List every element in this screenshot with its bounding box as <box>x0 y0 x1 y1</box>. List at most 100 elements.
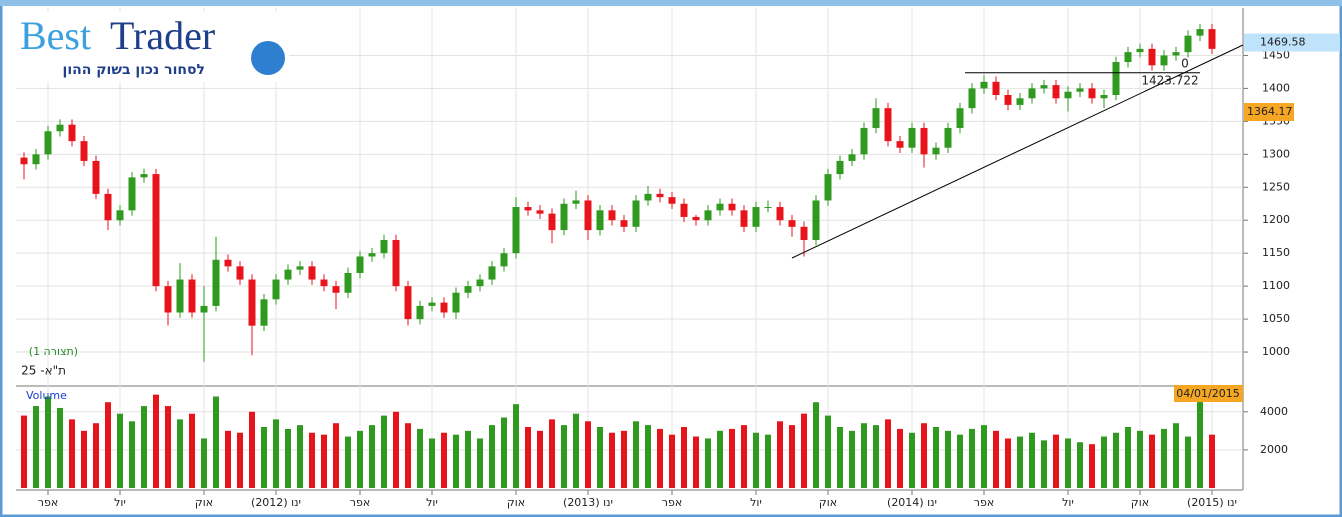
volume-bar <box>777 421 783 488</box>
candle-body <box>1148 48 1156 66</box>
candle-body <box>512 207 520 254</box>
candle-body <box>620 220 628 227</box>
candle-body <box>236 266 244 280</box>
x-tick-label: אוק <box>1131 496 1149 509</box>
volume-bar <box>69 419 75 488</box>
volume-bar <box>33 406 39 488</box>
volume-bar <box>717 430 723 488</box>
x-tick-label: אוק <box>819 496 837 509</box>
candle-body <box>656 193 664 198</box>
volume-bar <box>261 427 267 488</box>
candle-body <box>200 305 208 313</box>
volume-bar <box>573 413 579 488</box>
candle-body <box>452 292 460 313</box>
volume-bar <box>993 430 999 488</box>
volume-bar <box>537 430 543 488</box>
x-tick-label: יול <box>114 496 126 509</box>
volume-bar <box>501 417 507 488</box>
volume-bar <box>525 427 531 488</box>
volume-bar <box>969 428 975 488</box>
volume-bar <box>897 428 903 488</box>
candle-body <box>1124 52 1132 63</box>
volume-bar <box>393 411 399 488</box>
candle-body <box>740 210 748 227</box>
volume-bar <box>957 434 963 488</box>
volume-bar <box>609 432 615 488</box>
candle-body <box>1052 85 1060 99</box>
candle-body <box>956 108 964 128</box>
x-tick-label: ינו (2012) <box>251 496 301 509</box>
volume-bar <box>225 430 231 488</box>
candle-body <box>776 207 784 221</box>
candle-body <box>476 279 484 287</box>
volume-bar <box>117 413 123 488</box>
candle-body <box>80 141 88 161</box>
volume-bar <box>489 425 495 488</box>
volume-bar <box>873 425 879 488</box>
candle-body <box>1112 62 1120 95</box>
candle-body <box>632 200 640 227</box>
volume-bar <box>801 413 807 488</box>
volume-bar <box>1101 436 1107 488</box>
volume-bar <box>141 406 147 488</box>
marker-price-label: 1364.17 <box>1247 105 1293 118</box>
volume-bar <box>837 427 843 488</box>
volume-bar <box>1089 444 1095 488</box>
candle-body <box>1076 88 1084 92</box>
volume-bar <box>333 423 339 488</box>
volume-bar <box>621 430 627 488</box>
y-tick-label: 4000 <box>1260 405 1288 418</box>
volume-bar <box>1077 442 1083 488</box>
candle-body <box>944 127 952 148</box>
y-tick-label: 1050 <box>1262 312 1290 325</box>
y-tick-label: 1300 <box>1262 147 1290 160</box>
y-tick-label: 2000 <box>1260 443 1288 456</box>
candle-body <box>668 197 676 204</box>
volume-bar <box>813 402 819 488</box>
volume-bar <box>249 411 255 488</box>
volume-bar <box>177 419 183 488</box>
candle-body <box>368 253 376 257</box>
x-tick-label: יול <box>1062 496 1074 509</box>
volume-bar <box>1053 434 1059 488</box>
volume-bar <box>45 396 51 488</box>
y-tick-label: 1150 <box>1262 246 1290 259</box>
volume-bar <box>477 438 483 488</box>
logo-bg <box>14 12 289 82</box>
volume-bar <box>81 430 87 488</box>
volume-label: Volume <box>26 389 67 402</box>
candle-body <box>824 174 832 201</box>
volume-bar <box>657 428 663 488</box>
candle-body <box>584 200 592 231</box>
candle-body <box>596 210 604 231</box>
candle-body <box>872 108 880 128</box>
candle-body <box>1196 29 1204 36</box>
volume-bar <box>861 423 867 488</box>
volume-bar <box>645 425 651 488</box>
volume-bar <box>93 423 99 488</box>
volume-bar <box>1149 434 1155 488</box>
volume-bar <box>1161 428 1167 488</box>
template-label: (תצורה 1) <box>29 345 78 358</box>
volume-bar <box>165 406 171 488</box>
y-tick-label: 1250 <box>1262 180 1290 193</box>
candle-body <box>932 147 940 155</box>
candle-body <box>248 279 256 326</box>
symbol-label: ת"א- 25 <box>21 364 66 378</box>
volume-bar <box>1197 400 1203 488</box>
volume-bar <box>441 432 447 488</box>
x-tick-label: אפר <box>38 496 58 509</box>
volume-bar <box>129 421 135 488</box>
volume-bar <box>909 432 915 488</box>
candle-body <box>860 127 868 155</box>
candle-body <box>488 266 496 280</box>
volume-bar <box>1005 438 1011 488</box>
date-box <box>1174 385 1243 402</box>
x-tick-label: יול <box>426 496 438 509</box>
volume-bar <box>213 396 219 488</box>
x-tick-label: אוק <box>507 496 525 509</box>
candle-body <box>440 302 448 313</box>
volume-bar <box>741 425 747 488</box>
volume-bar <box>1173 423 1179 488</box>
